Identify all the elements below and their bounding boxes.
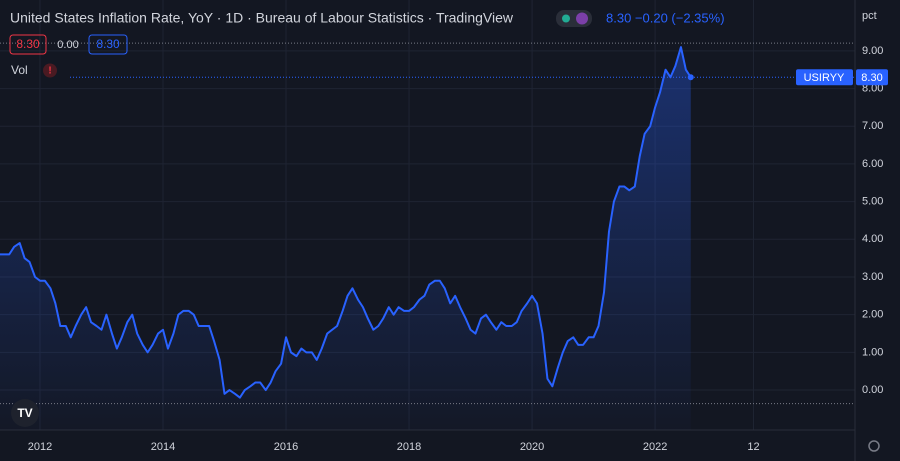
- chart-title: United States Inflation Rate, YoY · 1D ·…: [10, 10, 514, 26]
- x-tick-label: 2020: [520, 441, 544, 453]
- x-tick-label: 12: [747, 441, 759, 453]
- legend-box: [9, 34, 47, 55]
- x-tick-label: 2022: [643, 441, 667, 453]
- x-tick-label: 2016: [274, 441, 298, 453]
- x-tick-label: 2018: [397, 441, 421, 453]
- y-tick-label: 0.00: [862, 384, 883, 396]
- y-tick-label: 7.00: [862, 120, 883, 132]
- quote: 8.30 −0.20 (−2.35%): [606, 10, 725, 25]
- warning-mark: !: [48, 66, 51, 77]
- y-tick-label: 3.00: [862, 271, 883, 283]
- warning-icon: [43, 63, 57, 78]
- x-tick-label: 2014: [151, 441, 175, 453]
- x-tick-label: 2012: [28, 441, 52, 453]
- y-tick-label: 2.00: [862, 309, 883, 321]
- logo: [11, 399, 39, 427]
- y-tick-label: 9.00: [862, 45, 883, 57]
- earnings-icon: [576, 12, 588, 25]
- unit-label: pct: [862, 10, 877, 22]
- area: [0, 47, 691, 430]
- y-tick-label: 8.00: [862, 82, 883, 94]
- last-value-badge: [856, 69, 888, 86]
- symbol-label: USIRYY: [804, 72, 845, 84]
- legend-value: 8.30: [16, 37, 40, 51]
- symbol-badge: [796, 69, 853, 86]
- legend-box: [88, 34, 128, 55]
- status-dot: [562, 14, 570, 23]
- last-point: [687, 74, 694, 81]
- logo-mark: TV: [17, 406, 32, 420]
- line: [0, 46, 692, 399]
- last-value-label: 8.30: [861, 72, 882, 84]
- legend-value: 0.00: [57, 39, 78, 51]
- legend-value: 8.30: [96, 37, 120, 51]
- volume-label: Vol: [11, 63, 28, 77]
- y-tick-label: 1.00: [862, 346, 883, 358]
- y-tick-label: 4.00: [862, 233, 883, 245]
- y-tick-label: 6.00: [862, 158, 883, 170]
- plot: [0, 42, 855, 430]
- y-tick-label: 5.00: [862, 196, 883, 208]
- settings-icon[interactable]: [868, 440, 880, 452]
